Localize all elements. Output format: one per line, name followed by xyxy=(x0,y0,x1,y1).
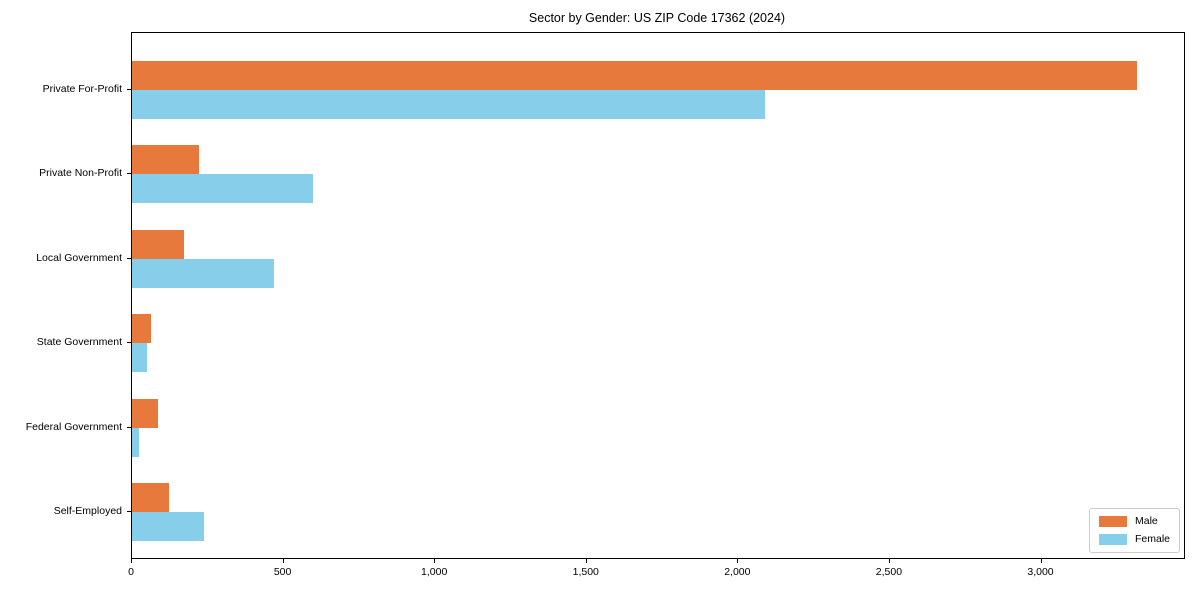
xtick-label-3-000: 3,000 xyxy=(1027,566,1054,578)
ytick-label-private-non-profit: Private Non-Profit xyxy=(39,167,122,179)
bar-male-local-government xyxy=(132,229,185,259)
legend-label-female: Female xyxy=(1134,533,1170,545)
bar-female-state-government xyxy=(132,343,148,372)
xtick-label-2-000: 2,000 xyxy=(724,566,751,578)
legend-item-female: Female xyxy=(1098,533,1170,546)
bar-male-state-government xyxy=(132,314,152,343)
bar-female-federal-government xyxy=(132,427,139,457)
bar-male-federal-government xyxy=(132,398,159,428)
x-tick-mark xyxy=(1040,559,1042,563)
xtick-label-1-500: 1,500 xyxy=(572,566,599,578)
x-tick-mark xyxy=(131,559,132,563)
legend-item-male: Male xyxy=(1098,515,1170,528)
x-tick-mark xyxy=(888,559,890,563)
xtick-label-0: 0 xyxy=(128,566,134,578)
ytick-label-state-government: State Government xyxy=(36,336,122,348)
xtick-label-2-500: 2,500 xyxy=(875,566,903,578)
xtick-label-1-000: 1,000 xyxy=(421,566,448,578)
y-tick-mark xyxy=(127,342,131,343)
bar-male-self-employed xyxy=(132,483,169,512)
bar-female-local-government xyxy=(132,258,275,288)
y-tick-mark xyxy=(127,173,131,174)
bar-male-private-for-profit xyxy=(132,60,1137,90)
x-tick-mark xyxy=(434,559,436,563)
legend-label-male: Male xyxy=(1134,515,1158,527)
ytick-label-private-for-profit: Private For-Profit xyxy=(42,82,122,95)
y-tick-mark xyxy=(127,88,131,90)
legend-swatch-female xyxy=(1098,534,1127,545)
y-tick-mark xyxy=(127,257,131,259)
bar-male-private-non-profit xyxy=(132,145,199,174)
bar-female-private-non-profit xyxy=(132,174,313,203)
x-tick-mark xyxy=(282,559,284,563)
y-tick-mark xyxy=(127,511,131,512)
bar-female-self-employed xyxy=(132,512,205,541)
x-tick-mark xyxy=(737,559,739,563)
y-tick-mark xyxy=(127,426,131,428)
ytick-label-local-government: Local Government xyxy=(36,251,122,264)
legend: Male Female xyxy=(1088,508,1180,553)
chart-title: Sector by Gender: US ZIP Code 17362 (202… xyxy=(528,11,786,25)
xtick-label-500: 500 xyxy=(273,566,292,578)
bar-female-private-for-profit xyxy=(132,89,766,119)
ytick-label-self-employed: Self-Employed xyxy=(53,505,122,517)
ytick-label-federal-government: Federal Government xyxy=(25,420,122,433)
legend-swatch-male xyxy=(1098,516,1127,527)
x-tick-mark xyxy=(585,559,587,563)
plot-area: Male Female xyxy=(131,32,1185,559)
